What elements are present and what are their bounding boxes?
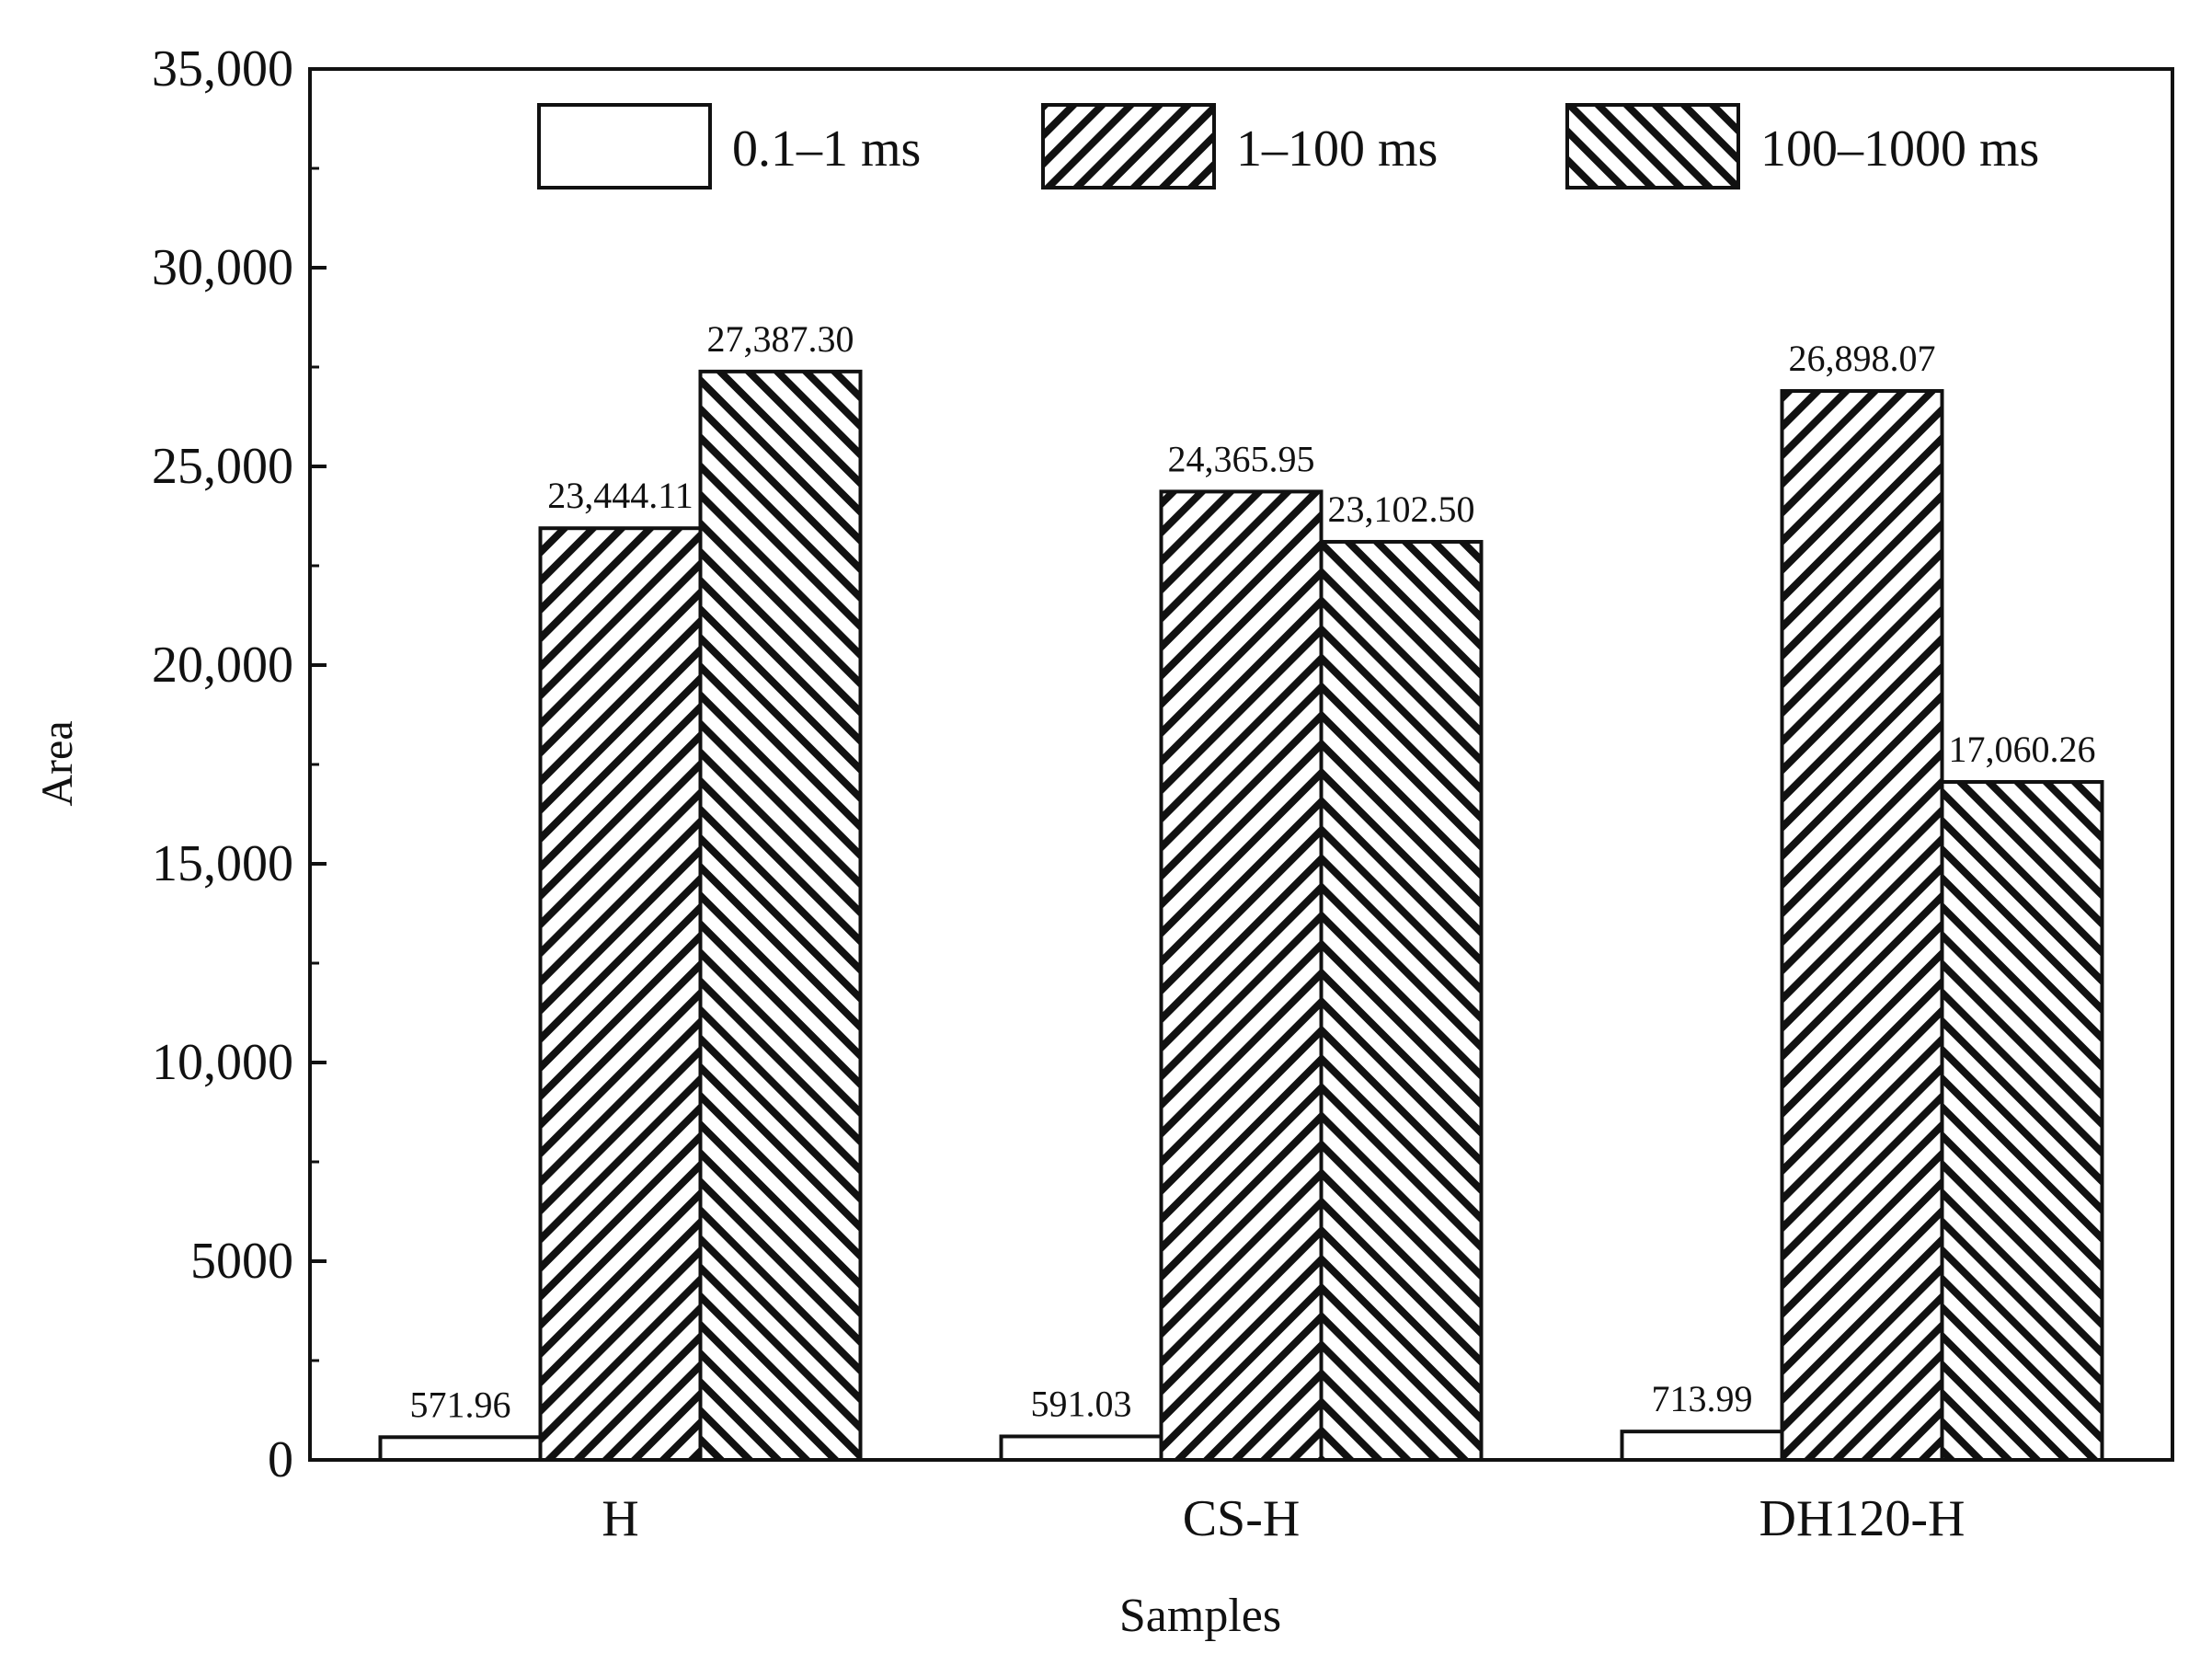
x-tick-label: H [602,1490,638,1547]
data-label: 26,898.07 [1789,338,1936,379]
legend-label-1: 0.1–1 ms [732,121,921,178]
y-tick-label: 25,000 [152,438,293,495]
data-label: 23,444.11 [547,475,693,516]
data-label: 27,387.30 [707,318,854,360]
y-tick-label: 30,000 [152,239,293,296]
bar-1 [378,1435,543,1463]
bar-3 [1319,539,1484,1462]
bars-group [378,369,2104,1463]
y-axis: 0 5000 10,000 15,000 20,000 25,000 30,000 35,00… [152,40,327,1488]
data-label: 24,365.95 [1168,438,1315,479]
bar-2 [1780,389,1944,1462]
y-tick-label: 20,000 [152,637,293,694]
data-label: 713.99 [1652,1378,1753,1419]
bar-3 [698,369,863,1462]
y-tick-label: 0 [268,1431,293,1488]
data-label: 571.96 [410,1384,511,1425]
data-label: 17,060.26 [1949,729,2096,770]
x-axis-label: Samples [1119,1590,1281,1642]
y-tick-label: 35,000 [152,40,293,98]
legend-swatch-2 [1041,103,1216,190]
data-label: 23,102.50 [1328,488,1475,530]
bar-1 [999,1434,1163,1463]
data-label: 591.03 [1031,1383,1132,1424]
y-tick-label: 5000 [190,1233,293,1290]
legend-swatch-1 [537,103,712,190]
bar-3 [1940,779,2104,1462]
legend-label-3: 100–1000 ms [1760,121,2039,178]
legend-swatch-3 [1565,103,1740,190]
legend: 0.1–1 ms 1–100 ms 100–1000 ms [537,103,2039,190]
y-axis-label: Area [33,720,82,806]
y-tick-label: 15,000 [152,835,293,892]
x-axis: H CS-H DH120-H [602,1443,1965,1547]
bar-2 [538,526,703,1462]
legend-label-2: 1–100 ms [1236,121,1438,178]
x-tick-label: CS-H [1183,1490,1301,1547]
y-tick-label: 10,000 [152,1034,293,1091]
bar-2 [1159,489,1324,1462]
value-labels-group: 571.96 23,444.11 27,387.30 591.03 24,365.95 2… [410,318,2096,1425]
x-tick-label: DH120-H [1759,1490,1966,1547]
bar-1 [1620,1430,1784,1463]
